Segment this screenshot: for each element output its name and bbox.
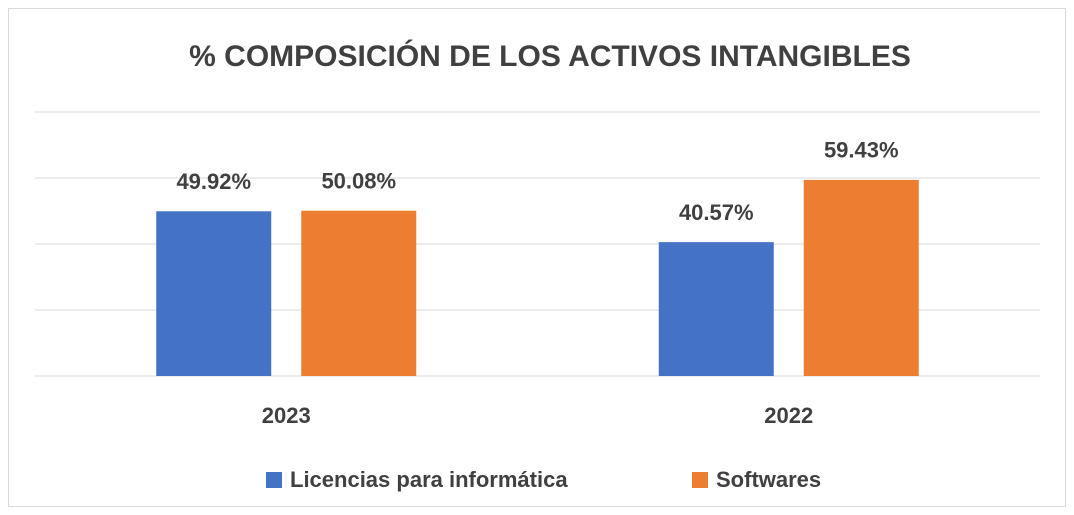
- legend-swatch: [692, 472, 708, 488]
- legend-label: Softwares: [716, 467, 821, 492]
- legend-swatch: [266, 472, 282, 488]
- legend-label: Licencias para informática: [290, 467, 568, 492]
- data-label: 59.43%: [824, 138, 899, 163]
- bar: [658, 242, 774, 376]
- data-label: 50.08%: [321, 169, 396, 194]
- data-label: 40.57%: [679, 200, 754, 225]
- bar: [156, 211, 272, 376]
- bar: [301, 210, 417, 376]
- data-label: 49.92%: [176, 169, 251, 194]
- bar: [803, 179, 919, 376]
- x-tick-label: 2023: [262, 403, 311, 428]
- chart-title: % COMPOSICIÓN DE LOS ACTIVOS INTANGIBLES: [189, 39, 911, 73]
- x-tick-label: 2022: [764, 403, 813, 428]
